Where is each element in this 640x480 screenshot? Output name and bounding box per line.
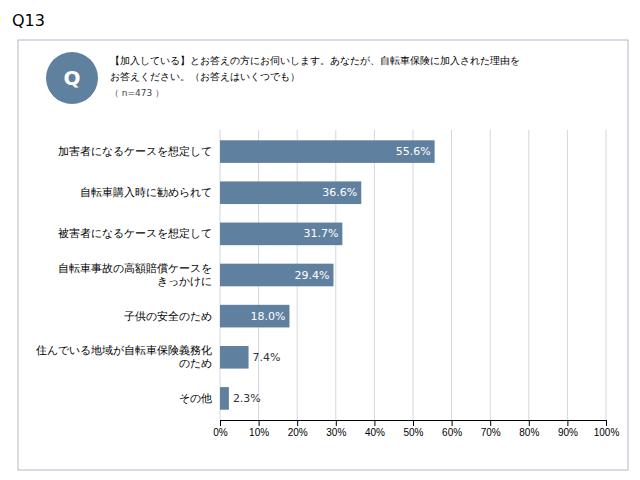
q-badge	[46, 52, 98, 104]
y-axis: 加害者になるケースを想定して自転車購入時に勧められて被害者になるケースを想定して…	[36, 145, 212, 404]
title: Q13	[12, 11, 45, 30]
y-tick-label: 自転車事故の高額賠償ケースをきっかけに	[58, 262, 212, 288]
question-text: お答えください。（お答えはいくつでも）	[110, 71, 300, 82]
y-tick-label: 自転車購入時に勧められて	[80, 186, 212, 198]
y-tick: 加害者になるケースを想定して	[58, 145, 212, 157]
bar	[220, 387, 229, 410]
y-tick: 自転車事故の高額賠償ケースをきっかけに	[58, 262, 212, 288]
x-tick-mark	[452, 420, 453, 426]
y-tick-label: 被害者になるケースを想定して	[58, 227, 212, 239]
grid-line	[490, 130, 491, 420]
data-label: 31.7%	[303, 227, 338, 240]
data-label: 55.6%	[396, 145, 431, 158]
data-label: 7.4%	[253, 351, 281, 364]
y-tick-label: 住んでいる地域が自転車保険義務化のため	[36, 344, 212, 369]
grid-line	[606, 130, 607, 420]
data-label: 29.4%	[295, 269, 330, 282]
x-tick-mark	[259, 420, 260, 426]
x-tick: 40%	[365, 420, 385, 438]
x-tick: 10%	[249, 420, 269, 438]
x-tick-label: 10%	[249, 427, 269, 438]
x-tick-mark	[336, 420, 337, 426]
bar	[220, 305, 289, 328]
grid-line	[451, 130, 452, 420]
bars	[220, 140, 435, 409]
y-tick: 自転車購入時に勧められて	[80, 186, 212, 198]
y-tick-label: 加害者になるケースを想定して	[58, 145, 212, 157]
grid-line	[335, 130, 336, 420]
y-tick: 子供の安全のため	[124, 310, 212, 322]
x-tick: 60%	[442, 420, 462, 438]
x-tick: 50%	[403, 420, 423, 438]
x-tick-mark	[374, 420, 375, 426]
data-label: 36.6%	[322, 186, 357, 199]
x-tick-mark	[413, 420, 414, 426]
bar	[220, 346, 249, 369]
x-tick-label: 60%	[442, 427, 462, 438]
grid-line	[567, 130, 568, 420]
x-tick-mark	[490, 420, 491, 426]
x-tick: 70%	[481, 420, 501, 438]
x-tick-mark	[297, 420, 298, 426]
x-tick-label: 30%	[326, 427, 346, 438]
q-badge-label: Q	[63, 66, 80, 90]
x-tick-mark	[529, 420, 530, 426]
question-text: 【加入している】とお答えの方にお伺いします。あなたが、自転車保険に加入された理由…	[110, 55, 520, 66]
x-tick-mark	[606, 420, 607, 426]
x-tick-label: 50%	[403, 427, 423, 438]
data-label: 2.3%	[233, 392, 261, 405]
y-tick-label: その他	[179, 392, 212, 404]
x-tick-mark	[220, 420, 221, 426]
x-axis: 0% 10% 20% 30% 40% 50% 60% 70% 80% 90% 100%	[213, 420, 619, 438]
data-label: 18.0%	[251, 310, 286, 323]
x-tick: 90%	[558, 420, 578, 438]
frame	[18, 40, 628, 470]
x-tick-label: 70%	[481, 427, 501, 438]
data-labels: 55.6% 36.6% 31.7% 29.4% 18.0% 7.4% 2.3%	[233, 145, 431, 405]
chart: Q13 Q 【加入している】とお答えの方にお伺いします。あなたが、自転車保険に加入さ…	[0, 0, 640, 480]
x-tick-mark	[567, 420, 568, 426]
grid-line	[528, 130, 529, 420]
y-tick-label: 子供の安全のため	[124, 310, 212, 322]
bar	[220, 140, 435, 163]
y-tick: その他	[179, 392, 212, 404]
grid	[220, 130, 606, 420]
x-tick: 100%	[594, 420, 620, 438]
bar	[220, 223, 342, 246]
x-tick-label: 100%	[594, 427, 620, 438]
grid-line	[413, 130, 414, 420]
x-tick-label: 40%	[365, 427, 385, 438]
x-tick-label: 0%	[213, 427, 228, 438]
x-tick-label: 20%	[288, 427, 308, 438]
grid-line	[374, 130, 375, 420]
plot: 0% 10% 20% 30% 40% 50% 60% 70% 80% 90% 100% 加害者になるケ…	[36, 130, 619, 438]
question-text: （ n=473 ）	[110, 88, 164, 98]
bar	[220, 181, 361, 204]
x-tick: 0%	[213, 420, 228, 438]
x-tick: 30%	[326, 420, 346, 438]
bar	[220, 264, 333, 287]
x-tick-label: 80%	[519, 427, 539, 438]
y-tick: 住んでいる地域が自転車保険義務化のため	[36, 344, 212, 369]
x-tick: 20%	[288, 420, 308, 438]
y-tick: 被害者になるケースを想定して	[58, 227, 212, 239]
x-tick: 80%	[519, 420, 539, 438]
x-tick-label: 90%	[558, 427, 578, 438]
